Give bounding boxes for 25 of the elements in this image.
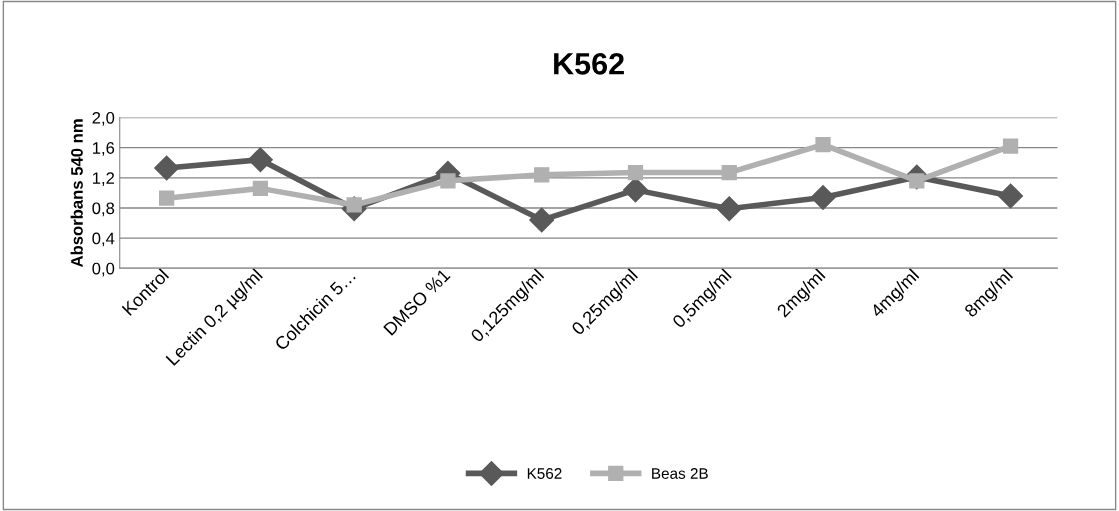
point (529, 207, 555, 233)
point (440, 173, 456, 189)
point (815, 137, 831, 153)
point (534, 167, 550, 183)
point (158, 190, 175, 206)
point (1002, 138, 1019, 154)
legend-label: K562 (527, 468, 562, 479)
y-tick-label: 0,4 (92, 232, 115, 247)
legend-label: Beas 2B (652, 468, 708, 479)
chart-title: K562 (554, 53, 624, 75)
y-tick-label: 0,8 (92, 202, 115, 217)
y-tick-label: 0,0 (92, 262, 115, 277)
point (623, 177, 648, 203)
y-tick-label: 2,0 (92, 111, 115, 126)
point (998, 183, 1024, 209)
y-axis-title: Absorbans 540 nm (70, 119, 83, 268)
point (627, 164, 644, 181)
point (154, 155, 180, 181)
point (810, 184, 836, 210)
point (716, 196, 742, 222)
point (247, 147, 273, 173)
y-tick-label: 1,2 (92, 172, 115, 186)
point (252, 180, 269, 197)
y-tick-label: 1,6 (92, 142, 115, 156)
point (721, 164, 737, 181)
